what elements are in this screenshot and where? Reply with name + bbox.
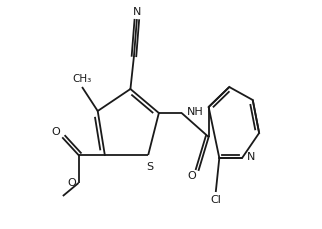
Text: O: O [67, 178, 76, 188]
Text: CH₃: CH₃ [72, 74, 92, 84]
Text: NH: NH [187, 107, 204, 117]
Text: N: N [133, 7, 141, 16]
Text: S: S [146, 162, 153, 172]
Text: O: O [52, 127, 60, 137]
Text: Cl: Cl [210, 195, 221, 205]
Text: N: N [247, 152, 255, 162]
Text: O: O [187, 171, 196, 181]
